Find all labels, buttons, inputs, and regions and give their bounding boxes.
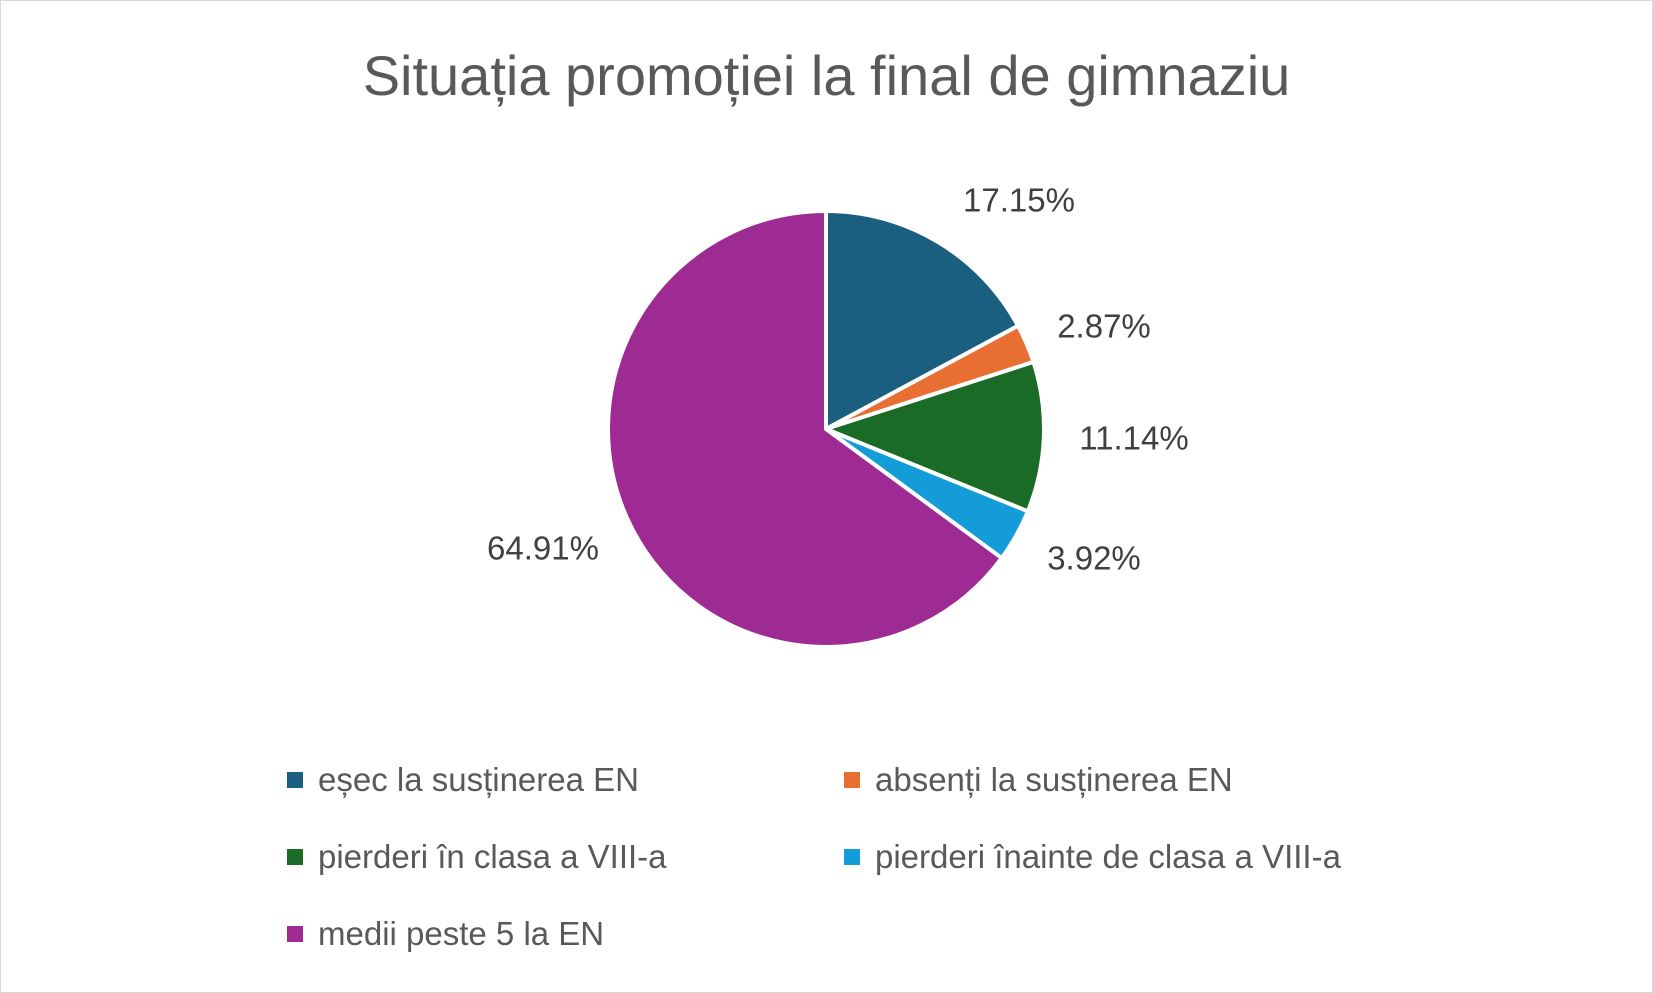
legend-label: absenți la susținerea EN <box>875 761 1233 798</box>
legend-label: pierderi înainte de clasa a VIII-a <box>875 838 1341 875</box>
legend-item-pierderi-viii: pierderi în clasa a VIII-a <box>287 835 667 879</box>
legend-label: medii peste 5 la EN <box>318 915 605 952</box>
data-label-pierderi-inainte: 3.92% <box>1047 540 1141 577</box>
pie-slice-pierderi-viii <box>824 359 1046 514</box>
legend-swatch <box>287 926 303 942</box>
legend-swatch <box>287 849 303 865</box>
data-label-medii: 64.91% <box>487 530 599 567</box>
legend-item-pierderi-inainte: pierderi înainte de clasa a VIII-a <box>844 835 1341 879</box>
pie-slice-esec <box>824 209 1021 431</box>
legend-swatch <box>844 772 860 788</box>
legend-label: pierderi în clasa a VIII-a <box>318 838 667 875</box>
data-label-absenti: 2.87% <box>1057 308 1151 345</box>
data-label-pierderi-viii: 11.14% <box>1079 420 1188 457</box>
legend-swatch <box>287 772 303 788</box>
pie-slice-medii <box>606 209 1004 649</box>
data-label-esec: 17.15% <box>963 182 1075 219</box>
legend-item-absenti: absenți la susținerea EN <box>844 758 1233 802</box>
legend-swatch <box>844 849 860 865</box>
legend-item-esec: eșec la susținerea EN <box>287 758 639 802</box>
legend-item-medii: medii peste 5 la EN <box>287 912 604 956</box>
legend-label: eșec la susținerea EN <box>318 761 639 798</box>
chart-title: Situația promoției la final de gimnaziu <box>362 44 1291 107</box>
